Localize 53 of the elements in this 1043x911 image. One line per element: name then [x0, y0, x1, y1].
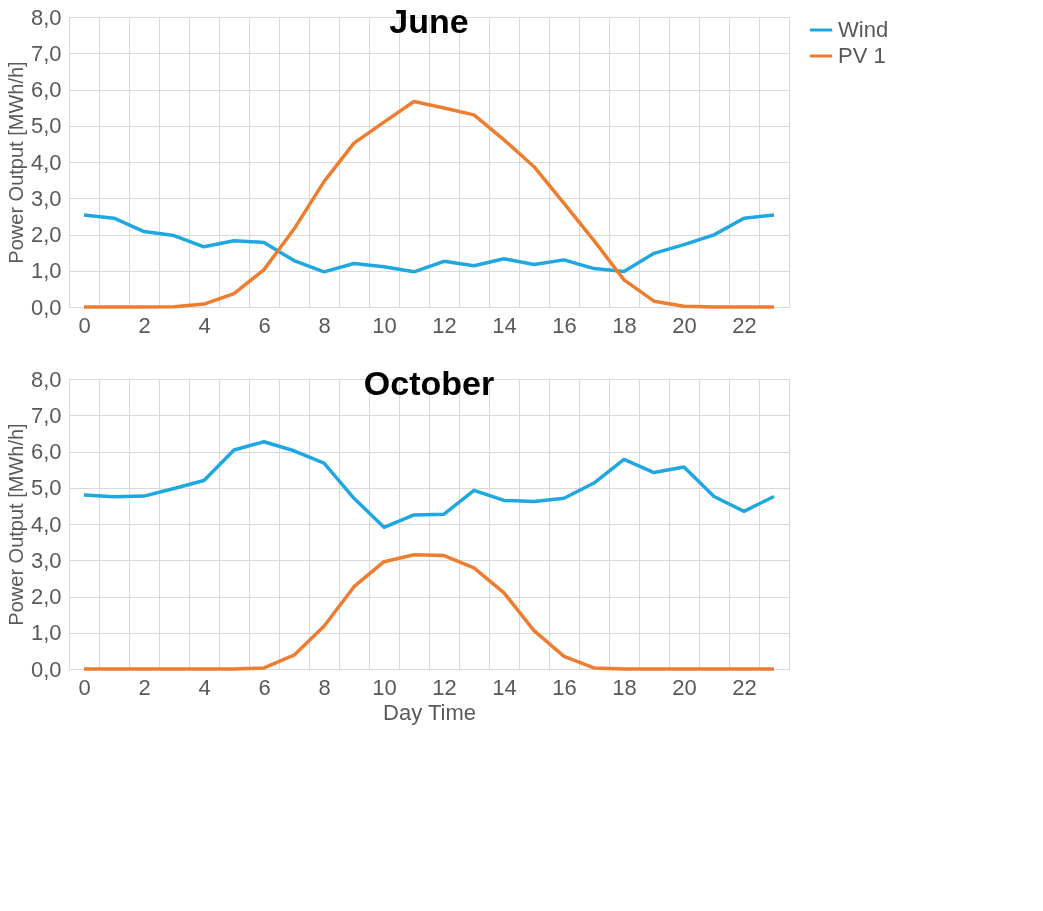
legend-label: PV 1	[838, 43, 886, 68]
y-tick-label: 3,0	[30, 547, 62, 573]
x-tick-label: 10	[372, 312, 397, 338]
y-axis-title: Power Output [MWh/h]	[4, 423, 27, 626]
y-tick-label: 3,0	[30, 185, 62, 211]
y-tick-label: 2,0	[30, 584, 62, 609]
y-tick-label: 2,0	[30, 222, 62, 247]
x-axis-title: Day Time	[383, 699, 476, 725]
legend-label: Wind	[838, 17, 889, 42]
chart-title: June	[389, 2, 469, 40]
x-tick-label: 20	[672, 674, 697, 700]
y-axis-title: Power Output [MWh/h]	[4, 61, 27, 264]
x-tick-label: 8	[318, 312, 331, 338]
line-series	[82, 439, 776, 530]
y-tick-label: 4,0	[30, 511, 62, 537]
x-tick-label: 4	[198, 674, 211, 700]
y-tick-label: 0,0	[30, 656, 62, 682]
x-tick-label: 2	[138, 312, 151, 338]
x-tick-label: 18	[612, 312, 637, 338]
y-tick-label: 1,0	[30, 620, 62, 646]
x-tick-label: 14	[492, 312, 517, 338]
x-tick-label: 16	[552, 312, 577, 338]
y-tick-label: 6,0	[30, 439, 62, 464]
x-tick-label: 12	[432, 312, 457, 338]
y-tick-label: 0,0	[30, 294, 62, 320]
x-tick-label: 12	[432, 674, 457, 700]
line-series	[82, 213, 776, 274]
x-tick-label: 0	[78, 674, 91, 700]
x-tick-label: 14	[492, 674, 517, 700]
x-tick-label: 6	[258, 312, 271, 338]
y-tick-label: 1,0	[30, 258, 62, 284]
y-tick-label: 5,0	[30, 113, 62, 139]
line-series	[82, 99, 776, 309]
x-tick-label: 22	[732, 312, 757, 338]
y-tick-label: 8,0	[30, 4, 62, 30]
x-tick-label: 6	[258, 674, 271, 700]
y-tick-label: 8,0	[30, 366, 62, 392]
x-tick-label: 22	[732, 674, 757, 700]
x-tick-label: 2	[138, 674, 151, 700]
line-series	[82, 553, 776, 671]
y-tick-label: 6,0	[30, 77, 62, 102]
x-tick-label: 18	[612, 674, 637, 700]
x-tick-label: 20	[672, 312, 697, 338]
x-tick-label: 4	[198, 312, 211, 338]
y-tick-label: 7,0	[30, 402, 62, 428]
x-tick-label: 16	[552, 674, 577, 700]
x-tick-label: 8	[318, 674, 331, 700]
y-tick-label: 4,0	[30, 149, 62, 175]
chart-title: October	[363, 364, 495, 402]
x-tick-label: 10	[372, 674, 397, 700]
y-tick-label: 7,0	[30, 40, 62, 66]
y-tick-label: 5,0	[30, 475, 62, 501]
x-tick-label: 0	[78, 312, 91, 338]
